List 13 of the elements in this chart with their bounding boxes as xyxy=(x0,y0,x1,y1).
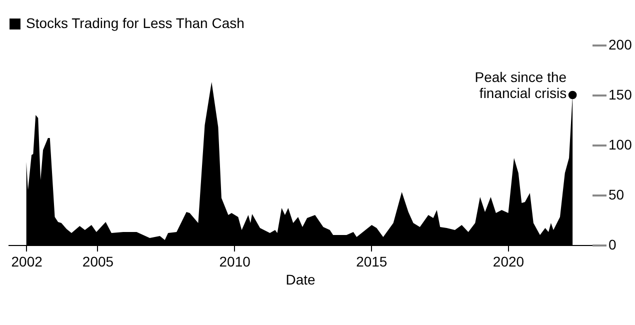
y-tick-label: 0 xyxy=(608,236,616,252)
x-tick-label: 2015 xyxy=(356,254,388,270)
x-tick-label: 2002 xyxy=(11,254,43,270)
x-tick-label: 2020 xyxy=(492,254,524,270)
annotation: Peak since the financial crisis xyxy=(474,69,567,101)
y-tick-label: 50 xyxy=(608,186,624,202)
y-tick-label: 200 xyxy=(608,36,632,52)
legend-label: Stocks Trading for Less Than Cash xyxy=(26,15,244,31)
y-tick-label: 150 xyxy=(608,86,632,102)
x-axis-title: Date xyxy=(286,272,316,288)
x-tick-label: 2010 xyxy=(219,254,251,270)
x-tick-label: 2005 xyxy=(82,254,114,270)
y-tick-label: 100 xyxy=(608,136,632,152)
